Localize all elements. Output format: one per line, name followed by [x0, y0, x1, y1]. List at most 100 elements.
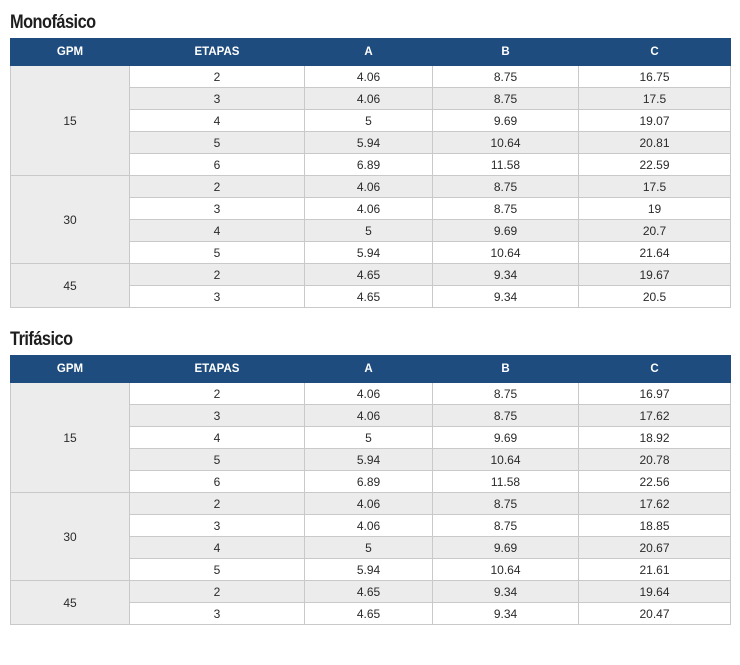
- b-cell: 9.69: [432, 109, 579, 132]
- section-title: Monofásico: [10, 12, 96, 33]
- c-cell: 21.61: [578, 558, 731, 581]
- b-cell: 9.34: [432, 602, 579, 625]
- header-gpm: GPM: [10, 38, 130, 66]
- etapas-cell: 2: [129, 175, 305, 198]
- a-cell: 4.06: [304, 87, 433, 110]
- etapas-cell: 2: [129, 65, 305, 88]
- a-cell: 6.89: [304, 153, 433, 176]
- table-row: 15 2 4.06 8.75 16.97: [10, 382, 731, 493]
- header-a: A: [304, 38, 433, 66]
- b-cell: 9.34: [432, 285, 579, 308]
- etapas-cell: 3: [129, 514, 305, 537]
- b-cell: 10.64: [432, 558, 579, 581]
- etapas-cell: 6: [129, 153, 305, 176]
- section-title: Trifásico: [10, 329, 73, 350]
- table-row: 30 2 4.06 8.75 17.5: [10, 175, 731, 264]
- a-cell: 5.94: [304, 558, 433, 581]
- b-cell: 8.75: [432, 382, 579, 405]
- table-row: 45 2 4.65 9.34 19.64: [10, 580, 731, 625]
- table-row: 30 2 4.06 8.75 17.62: [10, 492, 731, 581]
- c-cell: 21.64: [578, 241, 731, 264]
- b-cell: 8.75: [432, 197, 579, 220]
- a-cell: 5: [304, 219, 433, 242]
- header-c: C: [578, 355, 731, 383]
- a-cell: 4.06: [304, 197, 433, 220]
- a-cell: 5: [304, 109, 433, 132]
- c-cell: 18.85: [578, 514, 731, 537]
- section-monofasico: Monofásico GPM ETAPAS A B C 15 2 4.06 8.75 1…: [10, 8, 731, 308]
- etapas-cell: 6: [129, 470, 305, 493]
- section-trifasico: Trifásico GPM ETAPAS A B C 15 2 4.06 8.75 16…: [10, 325, 731, 625]
- table-row: 4 5 9.69 19.07: [11, 109, 731, 132]
- etapas-cell: 5: [129, 558, 305, 581]
- c-cell: 17.5: [578, 175, 731, 198]
- a-cell: 4.06: [304, 65, 433, 88]
- header-etapas: ETAPAS: [129, 355, 305, 383]
- etapas-cell: 2: [129, 382, 305, 405]
- b-cell: 11.58: [432, 153, 579, 176]
- c-cell: 19: [578, 197, 731, 220]
- b-cell: 8.75: [432, 87, 579, 110]
- table-row: 5 5.94 10.64 20.78: [11, 448, 731, 471]
- c-cell: 20.81: [578, 131, 731, 154]
- b-cell: 9.69: [432, 219, 579, 242]
- c-cell: 20.5: [578, 285, 731, 308]
- c-cell: 17.62: [578, 492, 731, 515]
- table-row: 3 4.65 9.34 20.47: [11, 602, 731, 625]
- c-cell: 20.7: [578, 219, 731, 242]
- etapas-cell: 2: [129, 492, 305, 515]
- dimensions-table: GPM ETAPAS A B C 15 2 4.06 8.75 16.97 3 4.06 8.…: [10, 355, 731, 625]
- table-header-row: GPM ETAPAS A B C: [10, 355, 731, 383]
- gpm-cell: 30: [10, 175, 130, 264]
- b-cell: 10.64: [432, 241, 579, 264]
- c-cell: 20.67: [578, 536, 731, 559]
- table-row: 5 5.94 10.64 21.61: [11, 558, 731, 581]
- etapas-cell: 3: [129, 197, 305, 220]
- gpm-cell: 15: [10, 382, 130, 493]
- c-cell: 19.64: [578, 580, 731, 603]
- etapas-cell: 5: [129, 448, 305, 471]
- a-cell: 4.65: [304, 285, 433, 308]
- etapas-cell: 3: [129, 404, 305, 427]
- c-cell: 16.75: [578, 65, 731, 88]
- table-body: 15 2 4.06 8.75 16.97 3 4.06 8.75 17.62 4 5 9.69 18.9…: [10, 382, 731, 625]
- a-cell: 5.94: [304, 241, 433, 264]
- a-cell: 4.65: [304, 602, 433, 625]
- c-cell: 20.47: [578, 602, 731, 625]
- a-cell: 5: [304, 426, 433, 449]
- etapas-cell: 2: [129, 263, 305, 286]
- etapas-cell: 3: [129, 285, 305, 308]
- table-row: 3 4.06 8.75 19: [11, 197, 731, 220]
- c-cell: 22.59: [578, 153, 731, 176]
- b-cell: 8.75: [432, 404, 579, 427]
- etapas-cell: 2: [129, 580, 305, 603]
- header-etapas: ETAPAS: [129, 38, 305, 66]
- etapas-cell: 4: [129, 536, 305, 559]
- a-cell: 5.94: [304, 131, 433, 154]
- gpm-cell: 30: [10, 492, 130, 581]
- a-cell: 4.06: [304, 404, 433, 427]
- b-cell: 9.34: [432, 580, 579, 603]
- b-cell: 10.64: [432, 448, 579, 471]
- b-cell: 8.75: [432, 65, 579, 88]
- etapas-cell: 4: [129, 109, 305, 132]
- header-gpm: GPM: [10, 355, 130, 383]
- header-b: B: [432, 38, 579, 66]
- etapas-cell: 5: [129, 241, 305, 264]
- b-cell: 9.34: [432, 263, 579, 286]
- b-cell: 9.69: [432, 426, 579, 449]
- header-b: B: [432, 355, 579, 383]
- gpm-cell: 45: [10, 263, 130, 308]
- b-cell: 8.75: [432, 514, 579, 537]
- b-cell: 8.75: [432, 492, 579, 515]
- c-cell: 20.78: [578, 448, 731, 471]
- c-cell: 16.97: [578, 382, 731, 405]
- a-cell: 4.65: [304, 580, 433, 603]
- table-row: 15 2 4.06 8.75 16.75: [10, 65, 731, 176]
- etapas-cell: 4: [129, 219, 305, 242]
- c-cell: 17.5: [578, 87, 731, 110]
- table-body: 15 2 4.06 8.75 16.75 3 4.06 8.75 17.5 4 5 9.69 19.07…: [10, 65, 731, 308]
- table-row: 6 6.89 11.58 22.59: [11, 153, 731, 176]
- header-c: C: [578, 38, 731, 66]
- a-cell: 5.94: [304, 448, 433, 471]
